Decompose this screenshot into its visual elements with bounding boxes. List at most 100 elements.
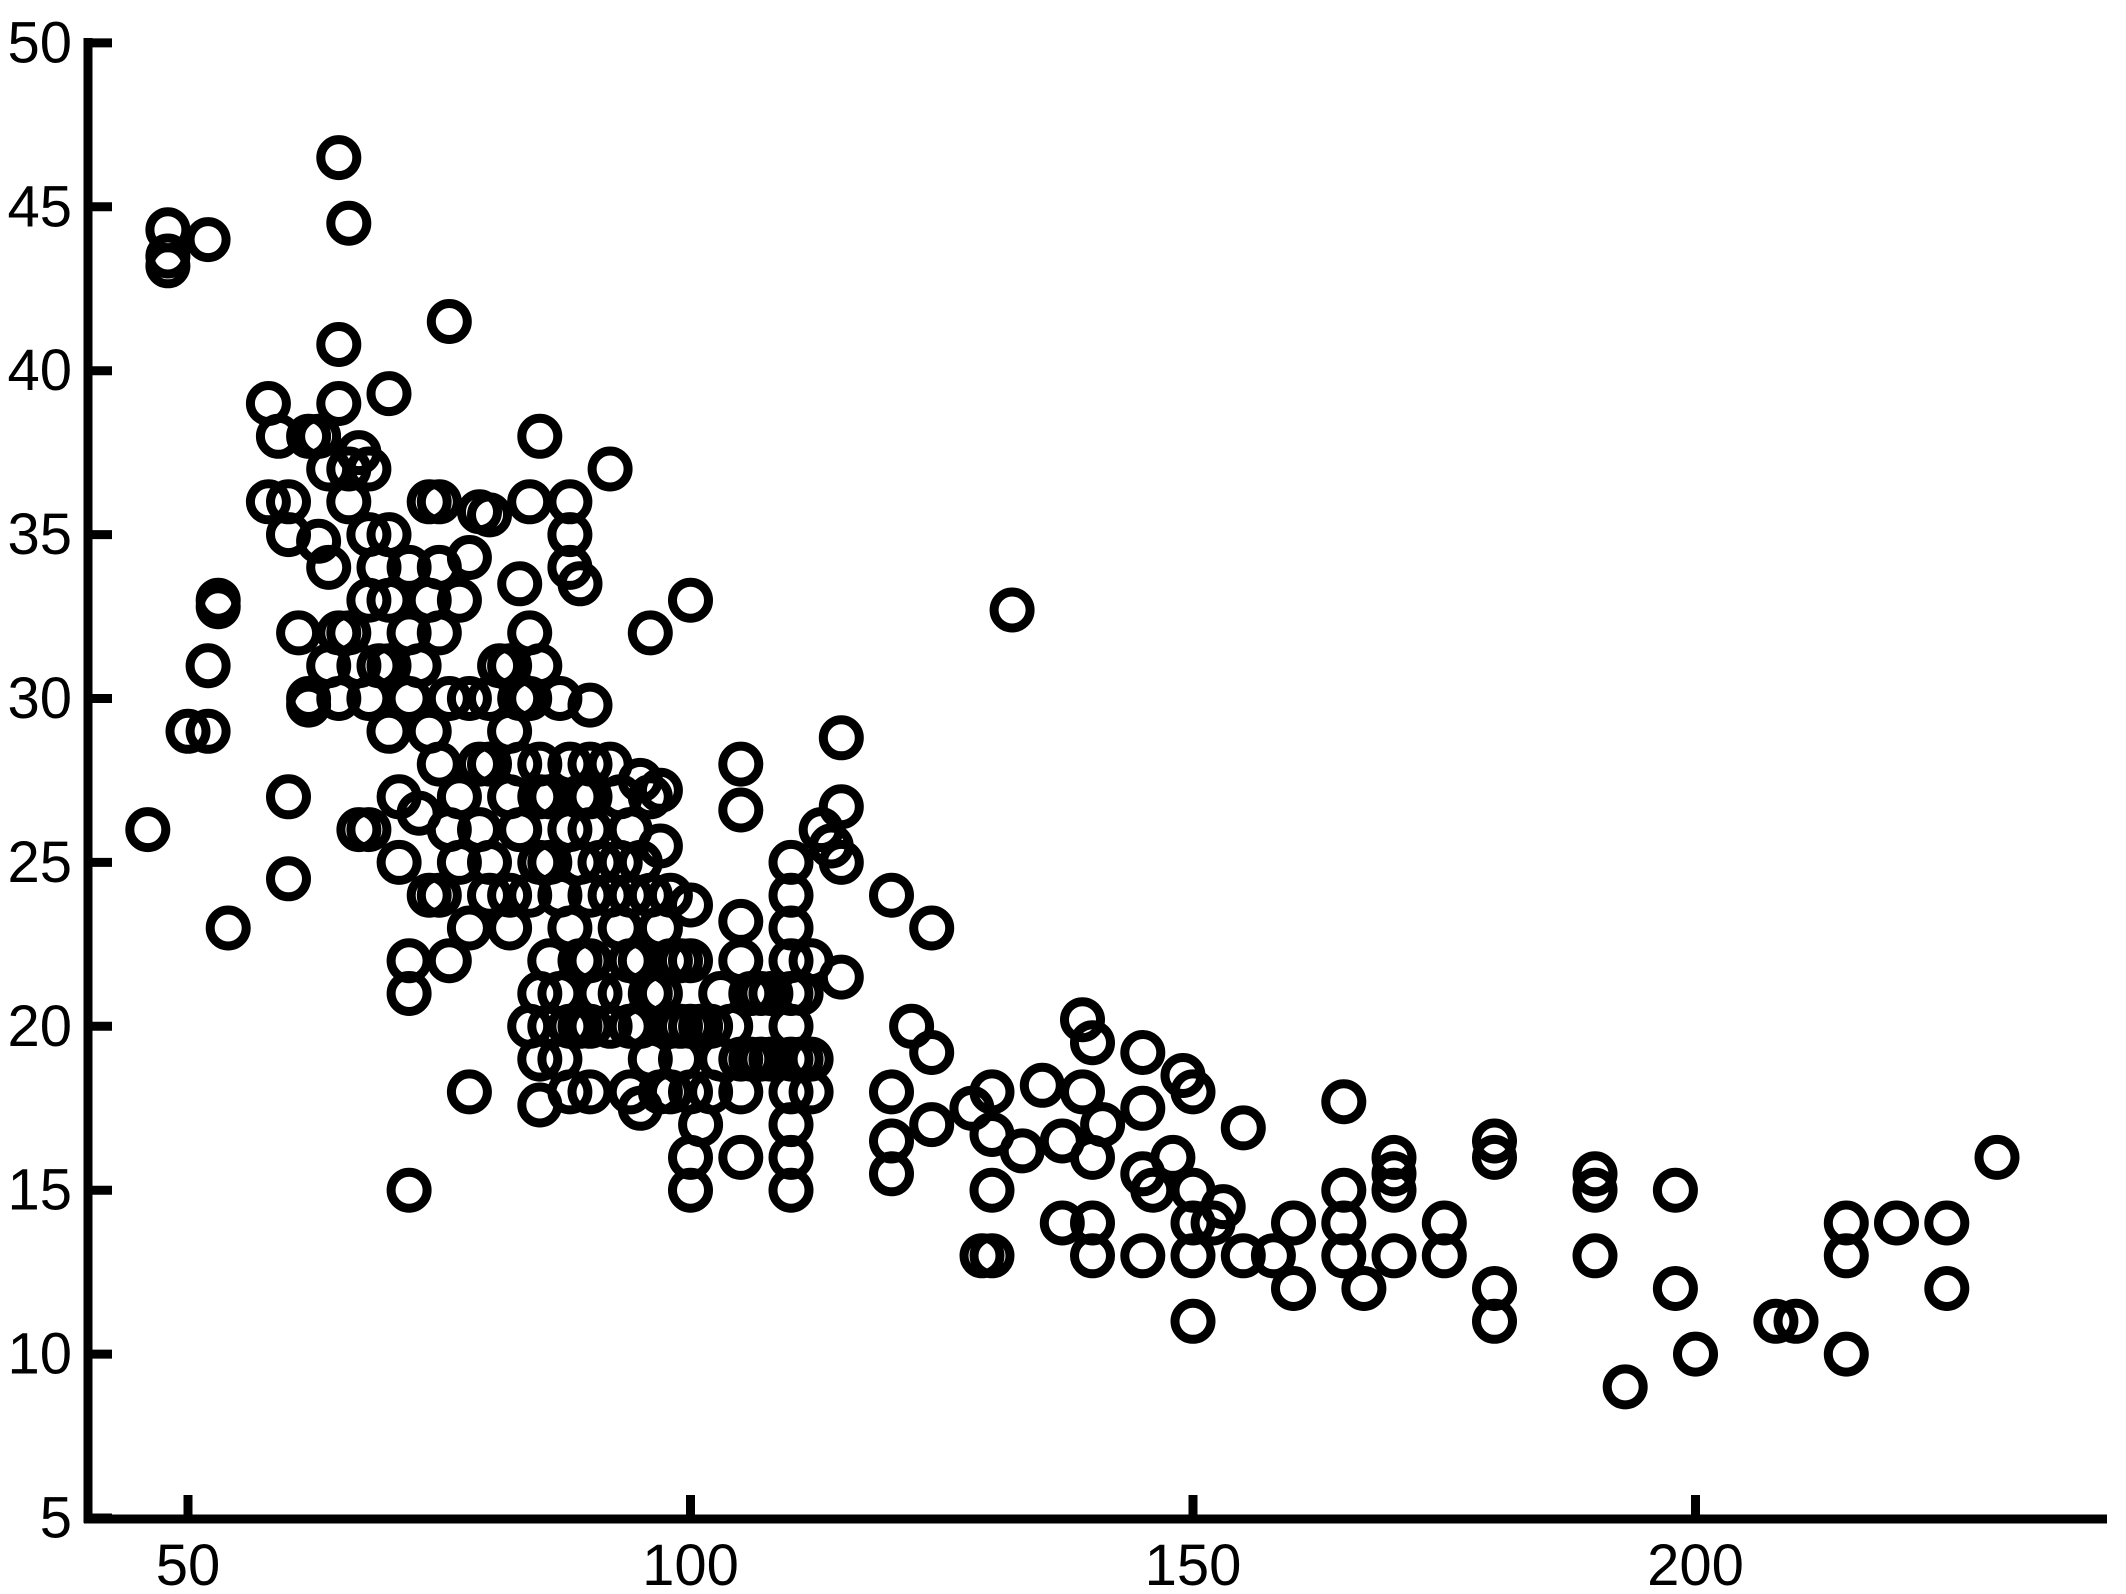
data-point-78 xyxy=(446,676,492,721)
data-point-179 xyxy=(668,882,713,928)
data-point-7 xyxy=(185,217,231,263)
data-point-198 xyxy=(718,1134,764,1180)
data-point-65 xyxy=(416,479,462,525)
data-point-9 xyxy=(195,584,241,630)
data-point-58 xyxy=(386,1167,432,1213)
y-tick-label-45: 45 xyxy=(7,174,72,239)
data-point-226 xyxy=(818,954,864,1000)
data-point-53 xyxy=(386,544,432,590)
data-point-240 xyxy=(969,1233,1015,1279)
data-point-52 xyxy=(376,839,422,885)
data-point-34 xyxy=(326,200,372,246)
data-point-69 xyxy=(416,872,462,918)
data-point-95 xyxy=(497,561,543,607)
y-tick-label-35: 35 xyxy=(7,502,72,567)
data-point-73 xyxy=(426,938,472,984)
y-tick-label-10: 10 xyxy=(7,1322,72,1387)
data-point-43 xyxy=(346,807,392,853)
data-point-98 xyxy=(497,807,543,853)
data-point-299 xyxy=(1874,1200,1919,1246)
data-point-294 xyxy=(1753,1298,1799,1344)
data-point-272 xyxy=(1321,1079,1367,1125)
data-point-46 xyxy=(366,371,412,417)
data-point-133 xyxy=(567,682,613,728)
data-point-237 xyxy=(969,1069,1015,1115)
data-point-233 xyxy=(909,1030,955,1075)
data-point-99 xyxy=(507,479,553,525)
y-tick-label-5: 5 xyxy=(40,1486,72,1551)
data-point-288 xyxy=(1572,1167,1618,1213)
data-point-232 xyxy=(909,905,955,951)
data-point-203 xyxy=(748,971,794,1016)
data-point-230 xyxy=(869,1151,914,1197)
data-point-80 xyxy=(446,1069,492,1115)
data-point-27 xyxy=(316,381,362,426)
data-point-30 xyxy=(316,322,362,367)
data-point-227 xyxy=(869,872,914,918)
data-point-234 xyxy=(909,1102,955,1148)
data-point-0 xyxy=(125,807,171,853)
data-point-245 xyxy=(1039,1200,1085,1246)
data-point-286 xyxy=(1472,1298,1517,1344)
data-point-6 xyxy=(185,643,231,689)
data-point-77 xyxy=(446,535,492,580)
data-point-290 xyxy=(1602,1364,1648,1410)
data-point-276 xyxy=(1341,1266,1387,1311)
data-point-184 xyxy=(668,1167,713,1213)
data-point-59 xyxy=(396,643,442,689)
data-point-29 xyxy=(316,676,362,721)
data-point-49 xyxy=(366,643,412,689)
data-point-104 xyxy=(517,413,563,459)
data-point-256 xyxy=(1120,1233,1166,1279)
data-point-275 xyxy=(1321,1233,1367,1279)
data-point-298 xyxy=(1823,1331,1869,1377)
ticks: 5 10 15 20 25 30 35 40 45 50 50 100 150 200 xyxy=(7,10,1743,1594)
data-point-167 xyxy=(637,823,683,869)
data-point-282 xyxy=(1421,1233,1467,1279)
data-point-3 xyxy=(145,243,191,289)
data-point-178 xyxy=(668,577,713,623)
data-point-166 xyxy=(637,767,683,813)
data-point-254 xyxy=(1120,1085,1166,1131)
y-tick-label-15: 15 xyxy=(7,1158,72,1223)
data-point-251 xyxy=(1070,1233,1115,1279)
data-point-86 xyxy=(467,741,512,787)
data-point-84 xyxy=(467,492,512,538)
data-point-248 xyxy=(1070,1020,1115,1066)
data-point-242 xyxy=(999,1128,1045,1174)
data-point-192 xyxy=(718,741,764,787)
data-point-225 xyxy=(818,839,864,885)
x-tick-label-200: 200 xyxy=(1647,1533,1744,1594)
data-point-246 xyxy=(1060,997,1105,1043)
data-point-16 xyxy=(266,774,311,820)
data-point-284 xyxy=(1472,1134,1517,1180)
data-point-291 xyxy=(1652,1167,1698,1213)
data-point-266 xyxy=(1200,1184,1246,1230)
data-point-23 xyxy=(296,518,342,564)
data-point-12 xyxy=(245,479,291,525)
data-point-75 xyxy=(436,774,482,820)
data-point-194 xyxy=(718,898,764,944)
data-point-280 xyxy=(1371,1233,1417,1279)
data-point-57 xyxy=(386,971,432,1016)
data-point-269 xyxy=(1250,1233,1296,1279)
y-tick-label-25: 25 xyxy=(7,830,72,895)
data-point-228 xyxy=(869,1069,914,1115)
data-point-224 xyxy=(818,784,864,830)
data-point-25 xyxy=(306,544,352,590)
data-point-33 xyxy=(326,479,372,525)
data-point-127 xyxy=(547,1069,593,1115)
data-point-143 xyxy=(587,446,633,492)
data-point-297 xyxy=(1823,1233,1869,1279)
data-point-252 xyxy=(1080,1102,1126,1148)
data-point-67 xyxy=(416,610,462,656)
data-point-258 xyxy=(1150,1134,1196,1180)
data-point-161 xyxy=(627,610,673,656)
data-point-287 xyxy=(1572,1151,1618,1197)
data-point-76 xyxy=(436,839,482,885)
y-tick-label-50: 50 xyxy=(7,10,72,75)
axes xyxy=(83,38,2107,1524)
data-point-180 xyxy=(668,938,713,984)
data-point-264 xyxy=(1170,1298,1216,1344)
data-point-105 xyxy=(517,643,563,689)
